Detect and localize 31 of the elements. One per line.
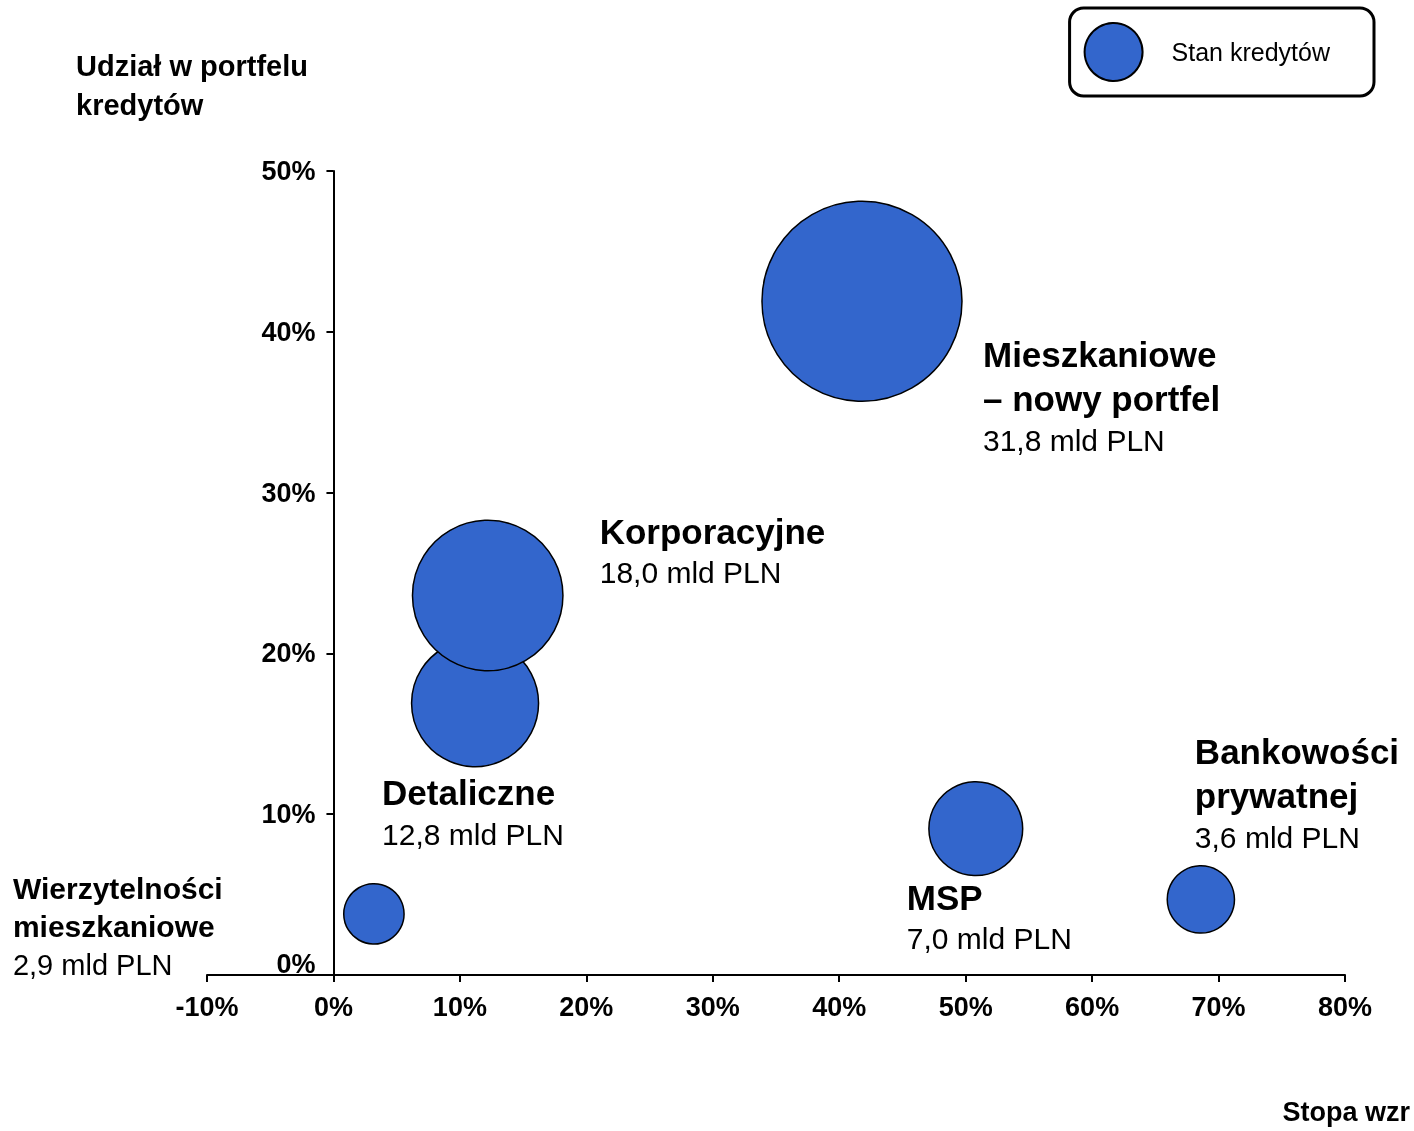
legend-label: Stan kredytów xyxy=(1171,38,1331,66)
annotation: MSP xyxy=(906,877,983,917)
annotation: Mieszkaniowe – nowy portfel xyxy=(982,334,1221,418)
y-tick-label: 50% xyxy=(261,156,316,186)
annotation: 12,8 mld PLN xyxy=(382,817,564,851)
x-tick-label: 70% xyxy=(1191,991,1246,1022)
y-tick-label: 0% xyxy=(276,949,316,979)
annotation: 18,0 mld PLN xyxy=(599,556,782,590)
x-tick-label: -10% xyxy=(175,991,239,1022)
x-tick-label: 50% xyxy=(938,991,993,1022)
text: 2,9 mld PLN xyxy=(12,949,173,982)
annotation: Wierzytelności mieszkaniowe xyxy=(12,872,223,944)
annotation: 3,6 mld PLN xyxy=(1194,820,1360,854)
annotation: 7,0 mld PLN xyxy=(906,922,1072,956)
x-tick-label: 30% xyxy=(685,991,740,1022)
annotation: Bankowości prywatnej xyxy=(1194,731,1400,815)
x-tick-label: 60% xyxy=(1065,991,1120,1022)
annotation: Korporacyjne xyxy=(599,511,826,551)
y-tick-label: 40% xyxy=(261,316,316,347)
x-tick-label: 0% xyxy=(313,991,353,1022)
x-tick-label: 20% xyxy=(559,991,614,1022)
x-axis-title: Stopa wzr xyxy=(1282,1096,1411,1127)
annotation: Detaliczne xyxy=(382,773,556,813)
x-tick-label: 10% xyxy=(432,991,487,1022)
annotation: 31,8 mld PLN xyxy=(982,423,1165,457)
y-tick-label: 20% xyxy=(261,638,316,669)
y-tick-label: 10% xyxy=(261,799,316,830)
x-tick-label: 40% xyxy=(812,991,867,1022)
y-axis-title: Udział w portfelu kredytów xyxy=(76,49,308,121)
x-tick-label: 80% xyxy=(1317,991,1373,1022)
y-tick-label: 30% xyxy=(261,477,316,508)
